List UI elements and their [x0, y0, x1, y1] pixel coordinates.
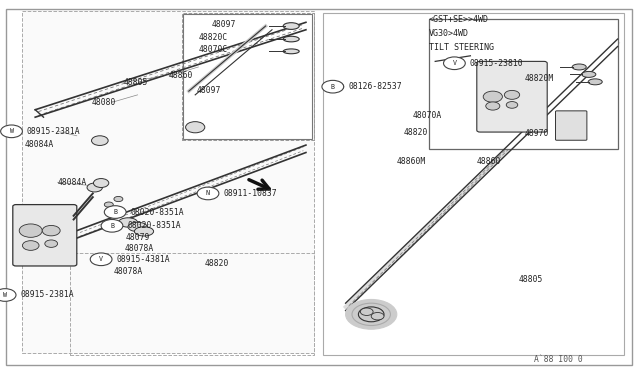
Text: 48805: 48805	[124, 78, 148, 87]
Circle shape	[42, 225, 60, 236]
Circle shape	[346, 299, 397, 329]
Text: 48078A: 48078A	[114, 267, 143, 276]
Ellipse shape	[572, 64, 586, 70]
Text: 48860M: 48860M	[397, 157, 426, 166]
Ellipse shape	[134, 227, 154, 236]
Ellipse shape	[283, 23, 300, 29]
Text: 48097: 48097	[211, 20, 236, 29]
Bar	[183, 14, 312, 139]
Text: 08020-8351A: 08020-8351A	[127, 221, 181, 230]
Text: 08915-2381A: 08915-2381A	[20, 291, 74, 299]
Circle shape	[322, 80, 344, 93]
Circle shape	[87, 183, 102, 192]
Text: 48860: 48860	[169, 71, 193, 80]
Text: 48820: 48820	[205, 259, 229, 267]
Text: 48860: 48860	[477, 157, 501, 166]
Text: 08915-2381A: 08915-2381A	[27, 127, 81, 136]
Circle shape	[22, 241, 39, 250]
Circle shape	[197, 187, 219, 200]
Circle shape	[45, 240, 58, 247]
Text: 48084A: 48084A	[58, 178, 87, 187]
Circle shape	[114, 196, 123, 202]
Circle shape	[0, 289, 16, 301]
Bar	[429, 19, 618, 149]
Text: 48084A: 48084A	[24, 140, 54, 149]
Circle shape	[101, 219, 123, 232]
Text: 48820C: 48820C	[198, 33, 228, 42]
FancyBboxPatch shape	[13, 205, 77, 266]
Circle shape	[93, 179, 109, 187]
Text: 48070A: 48070A	[413, 111, 442, 120]
Circle shape	[19, 224, 42, 237]
Circle shape	[504, 90, 520, 99]
FancyBboxPatch shape	[556, 111, 587, 140]
Text: 08020-8351A: 08020-8351A	[131, 208, 184, 217]
Ellipse shape	[588, 79, 602, 85]
Ellipse shape	[118, 218, 138, 227]
Circle shape	[104, 206, 126, 218]
Circle shape	[360, 308, 373, 315]
Circle shape	[90, 253, 112, 266]
Text: B: B	[331, 84, 335, 90]
Text: 08911-10837: 08911-10837	[223, 189, 277, 198]
FancyBboxPatch shape	[477, 61, 547, 132]
Text: <GST+SE>>4WD: <GST+SE>>4WD	[429, 15, 489, 24]
Text: 08915-23810: 08915-23810	[470, 59, 524, 68]
Text: B: B	[110, 223, 114, 229]
Text: 48079: 48079	[125, 233, 150, 242]
Ellipse shape	[582, 71, 596, 77]
Circle shape	[444, 57, 465, 70]
Text: 48820: 48820	[403, 128, 428, 137]
Circle shape	[92, 136, 108, 145]
Text: 48805: 48805	[518, 275, 543, 284]
Text: V: V	[452, 60, 456, 66]
Circle shape	[506, 102, 518, 108]
Text: W: W	[3, 292, 7, 298]
Text: 48820M: 48820M	[525, 74, 554, 83]
Circle shape	[486, 102, 500, 110]
Ellipse shape	[128, 222, 147, 231]
Text: 48970: 48970	[525, 129, 549, 138]
Circle shape	[186, 122, 205, 133]
Text: A`88 I00 0: A`88 I00 0	[534, 355, 583, 364]
Polygon shape	[22, 11, 314, 353]
Text: 48097: 48097	[197, 86, 221, 94]
Text: 08126-82537: 08126-82537	[348, 82, 402, 91]
Text: 08915-4381A: 08915-4381A	[116, 255, 170, 264]
Text: V: V	[99, 256, 103, 262]
Text: B: B	[113, 209, 117, 215]
Circle shape	[483, 91, 502, 102]
Circle shape	[104, 202, 113, 207]
Text: 48070C: 48070C	[198, 45, 228, 54]
Text: 48080: 48080	[92, 98, 116, 107]
Text: W: W	[10, 128, 13, 134]
Ellipse shape	[283, 49, 300, 54]
Bar	[323, 13, 624, 355]
Ellipse shape	[283, 36, 300, 42]
Circle shape	[1, 125, 22, 138]
Circle shape	[371, 312, 384, 320]
Text: TILT STEERING: TILT STEERING	[429, 43, 494, 52]
Text: VG30>4WD: VG30>4WD	[429, 29, 468, 38]
Text: 48078A: 48078A	[124, 244, 154, 253]
Circle shape	[328, 82, 344, 91]
Text: N: N	[206, 190, 210, 196]
